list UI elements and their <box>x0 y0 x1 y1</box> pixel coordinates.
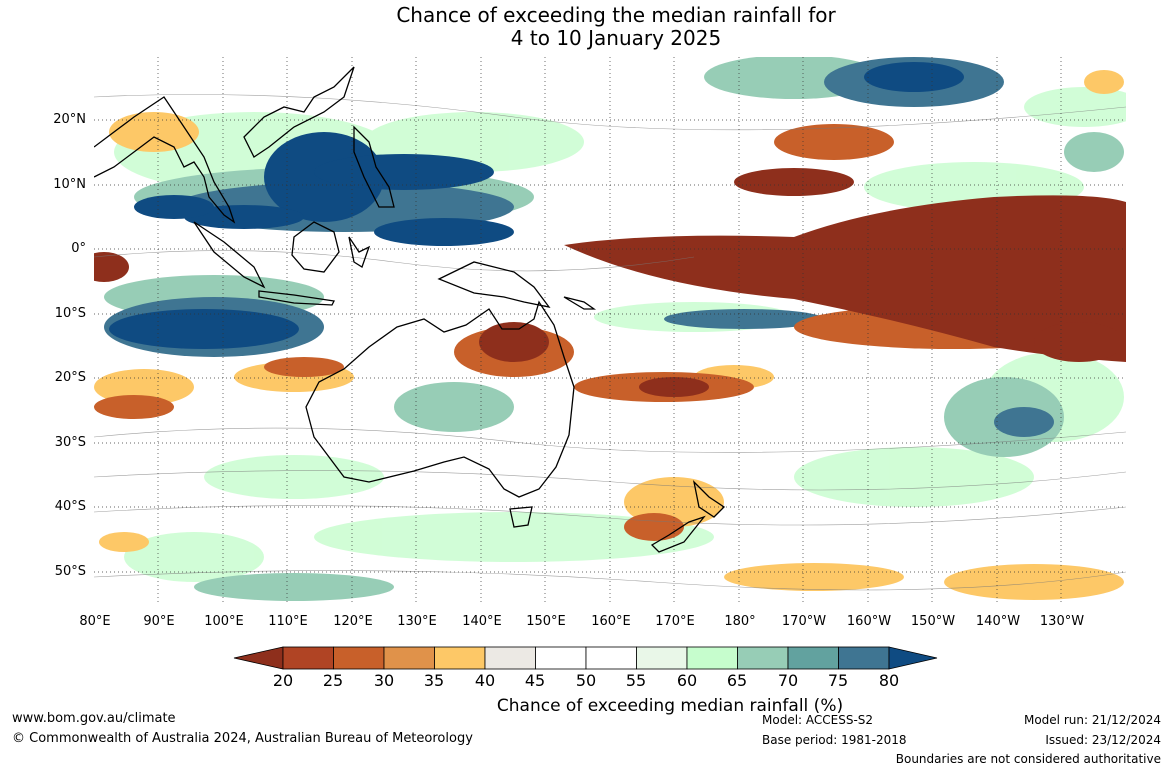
lon-label-180: 180° <box>724 614 756 629</box>
asia-mainland-coastline <box>94 66 355 224</box>
lat-label-40s: 40°S <box>54 499 86 514</box>
colorbar-cell <box>434 646 486 670</box>
lon-label-150w: 150°W <box>910 614 956 629</box>
new-zealand-north-coastline <box>692 480 726 518</box>
colorbar-cell <box>535 646 587 670</box>
colorbar-tick-35: 35 <box>423 671 445 690</box>
rainfall-probability-map <box>94 57 1126 605</box>
map-title: Chance of exceeding the median rainfall … <box>0 4 1173 50</box>
lon-label-100e: 100°E <box>204 614 244 629</box>
colorbar <box>233 646 938 670</box>
lat-label-equator: 0° <box>71 241 86 256</box>
lon-label-140e: 140°E <box>462 614 502 629</box>
lon-label-130w: 130°W <box>1039 614 1085 629</box>
lon-label-170e: 170°E <box>655 614 695 629</box>
sumatra-coastline <box>193 221 266 289</box>
colorbar-cell <box>484 646 536 670</box>
colorbar-tick-70: 70 <box>777 671 799 690</box>
lon-label-140w: 140°W <box>975 614 1021 629</box>
lon-label-130e: 130°E <box>397 614 437 629</box>
lat-label-50s: 50°S <box>54 564 86 579</box>
borneo-coastline <box>291 221 340 273</box>
colorbar-title: Chance of exceeding median rainfall (%) <box>496 696 844 716</box>
footer-model: Model: ACCESS-S2 <box>762 713 874 727</box>
australia-coastline <box>305 300 575 498</box>
colorbar-extend-high <box>888 646 938 670</box>
colorbar-tick-20: 20 <box>272 671 294 690</box>
lon-label-110e: 110°E <box>268 614 308 629</box>
lat-label-10s: 10°S <box>54 306 86 321</box>
colorbar-cell <box>282 646 334 670</box>
map-canvas <box>94 57 1126 605</box>
solomon-islands-coastline <box>563 296 597 310</box>
title-line-2: 4 to 10 January 2025 <box>510 26 722 50</box>
dry-anomaly-strong <box>94 168 1126 397</box>
title-line-1: Chance of exceeding the median rainfall … <box>396 3 836 27</box>
colorbar-cell <box>333 646 385 670</box>
footer-copyright: © Commonwealth of Australia 2024, Austra… <box>12 731 473 746</box>
colorbar-cell <box>686 646 738 670</box>
graticule <box>94 57 1126 605</box>
lon-label-120e: 120°E <box>333 614 373 629</box>
colorbar-cell <box>838 646 890 670</box>
colorbar-tick-75: 75 <box>827 671 849 690</box>
footer-boundaries-note: Boundaries are not considered authoritat… <box>895 752 1161 766</box>
lat-label-20s: 20°S <box>54 370 86 385</box>
colorbar-tick-80: 80 <box>878 671 900 690</box>
lat-label-30s: 30°S <box>54 435 86 450</box>
colorbar-tick-30: 30 <box>373 671 395 690</box>
colorbar-cell <box>787 646 839 670</box>
colorbar-cell <box>585 646 637 670</box>
colorbar-tick-60: 60 <box>676 671 698 690</box>
lat-label-10n: 10°N <box>53 177 86 192</box>
colorbar-extend-low <box>233 646 284 670</box>
lon-label-90e: 90°E <box>143 614 175 629</box>
colorbar-tick-25: 25 <box>322 671 344 690</box>
colorbar-cell <box>383 646 435 670</box>
colorbar-tick-50: 50 <box>575 671 597 690</box>
lon-label-160w: 160°W <box>846 614 892 629</box>
colorbar-cells <box>233 646 938 670</box>
contour-lines <box>94 94 1126 591</box>
colorbar-cell <box>636 646 688 670</box>
footer-website: www.bom.gov.au/climate <box>12 711 176 726</box>
lon-label-160e: 160°E <box>591 614 631 629</box>
lon-label-170w: 170°W <box>781 614 827 629</box>
tasmania-coastline <box>509 506 533 528</box>
lon-label-150e: 150°E <box>526 614 566 629</box>
colorbar-tick-40: 40 <box>474 671 496 690</box>
philippines-coastline <box>353 125 395 208</box>
new-guinea-coastline <box>437 261 551 308</box>
colorbar-cell <box>737 646 789 670</box>
colorbar-tick-55: 55 <box>625 671 647 690</box>
footer-base-period: Base period: 1981-2018 <box>762 733 907 747</box>
coastlines <box>94 66 726 553</box>
lat-label-20n: 20°N <box>53 112 86 127</box>
java-coastline <box>258 290 335 306</box>
colorbar-tick-45: 45 <box>524 671 546 690</box>
sulawesi-coastline <box>348 236 371 268</box>
lon-label-80e: 80°E <box>79 614 111 629</box>
colorbar-tick-65: 65 <box>726 671 748 690</box>
new-zealand-south-coastline <box>650 515 706 553</box>
footer-model-run: Model run: 21/12/2024 <box>1023 713 1161 727</box>
footer-issued: Issued: 23/12/2024 <box>1045 733 1161 747</box>
